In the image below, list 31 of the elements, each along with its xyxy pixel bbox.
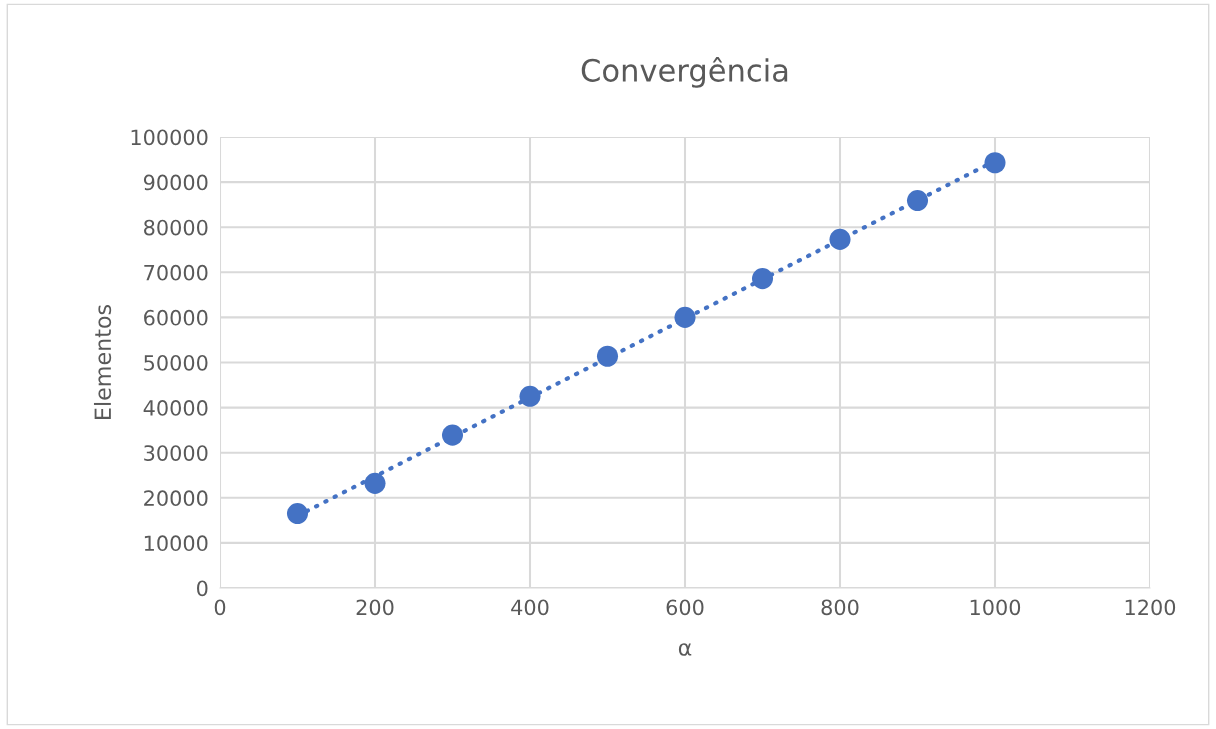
y-tick-label: 20000 <box>144 490 208 507</box>
y-tick-label: 40000 <box>143 400 208 416</box>
y-tick-label: 100000 <box>131 129 208 146</box>
chart-title: Convergência <box>581 57 788 88</box>
x-tick-label: 0 <box>214 599 226 616</box>
x-tick-label: 1200 <box>1125 599 1176 616</box>
y-tick-label: 10000 <box>144 535 208 552</box>
point <box>596 345 619 367</box>
point <box>519 385 541 407</box>
x-tick-label: 200 <box>356 599 394 616</box>
point <box>984 152 1006 174</box>
y-tick-label: 30000 <box>144 445 208 461</box>
y-tick-label: 50000 <box>144 354 208 371</box>
point <box>441 424 464 446</box>
point <box>751 268 774 290</box>
x-tick-label: 800 <box>821 599 859 616</box>
point <box>364 472 386 494</box>
point <box>906 190 929 212</box>
point <box>829 228 851 250</box>
y-tick-label: 70000 <box>144 264 208 281</box>
x-tick-label: 600 <box>666 599 704 616</box>
y-tick-label: 80000 <box>144 219 208 236</box>
x-axis-title: α <box>678 643 692 656</box>
point <box>286 503 309 525</box>
x-tick-label: 1000 <box>970 599 1021 616</box>
y-tick-label: 60000 <box>144 309 208 326</box>
x-tick-label: 400 <box>511 599 549 616</box>
y-tick-label: 0 <box>197 580 208 597</box>
point <box>674 306 696 328</box>
y-axis-title: Elementos <box>93 305 112 419</box>
y-tick-label: 90000 <box>143 174 208 191</box>
